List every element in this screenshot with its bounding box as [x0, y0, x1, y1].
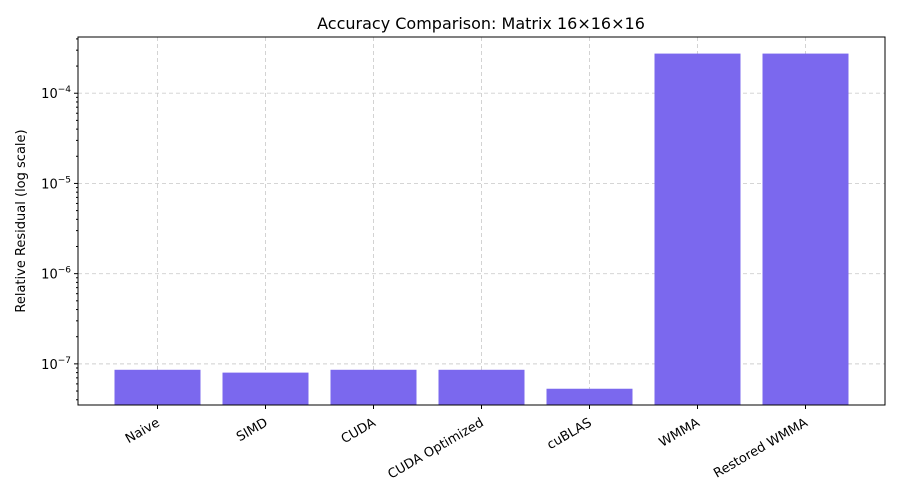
bar-cuda-optimized — [438, 369, 525, 405]
bar-wmma — [654, 53, 741, 405]
x-tick-label: CUDA Optimized — [386, 415, 487, 482]
bar-simd — [222, 372, 309, 405]
y-tick-label: 10−7 — [41, 356, 71, 373]
y-tick-label: 10−5 — [41, 175, 71, 192]
bar-cuda — [330, 369, 417, 405]
bars-layer — [114, 53, 849, 405]
x-axis: Naive SIMD CUDA CUDA Optimized cuBLAS WMMA Res… — [123, 405, 811, 482]
bar-cublas — [546, 388, 633, 405]
x-tick-label: Naive — [123, 415, 163, 446]
x-tick-label: SIMD — [234, 415, 270, 445]
chart-title: Accuracy Comparison: Matrix 16×16×16 — [317, 14, 645, 33]
y-axis-label: Relative Residual (log scale) — [14, 129, 29, 312]
x-tick-label: WMMA — [657, 415, 703, 450]
y-axis: 10−7 10−6 10−5 10−4 — [41, 38, 78, 401]
y-tick-label: 10−6 — [41, 266, 71, 283]
y-tick-label: 10−4 — [41, 85, 71, 102]
x-tick-label: cuBLAS — [545, 415, 595, 452]
bar-naive — [114, 369, 201, 405]
x-tick-label: CUDA — [339, 415, 379, 447]
x-tick-label: Restored WMMA — [711, 415, 810, 481]
bar-restored-wmma — [762, 53, 849, 405]
